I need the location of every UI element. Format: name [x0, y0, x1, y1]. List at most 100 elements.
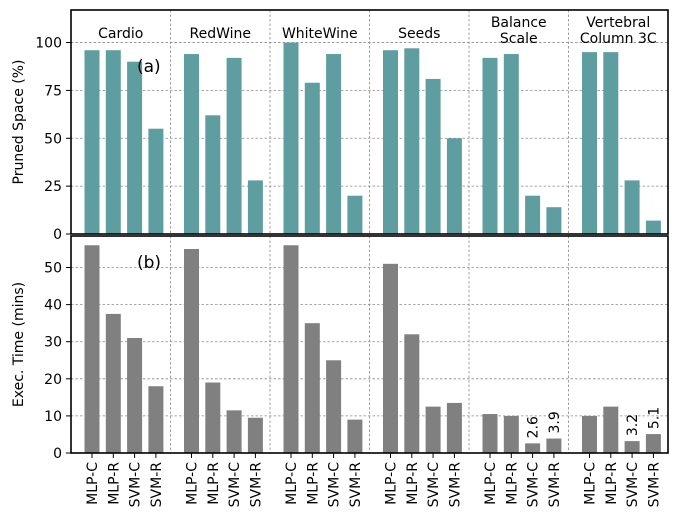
- group-label: Cardio: [98, 26, 143, 42]
- group-label: Column 3C: [580, 31, 657, 47]
- bar: [127, 61, 143, 234]
- bar: [425, 78, 441, 234]
- bar: [304, 82, 320, 234]
- bar: [347, 419, 363, 453]
- bar: [603, 52, 619, 234]
- bar: [205, 382, 221, 453]
- bar: [326, 54, 342, 235]
- bar: [503, 54, 519, 235]
- x-tick-label: SVM-R: [348, 462, 364, 508]
- x-tick-label: SVM-R: [149, 462, 165, 508]
- bar: [148, 386, 164, 453]
- y-tick-label: 0: [53, 227, 62, 243]
- x-tick-label: MLP-R: [504, 462, 520, 505]
- y-tick-label: 30: [44, 335, 62, 351]
- bar: [148, 128, 164, 234]
- y-tick-label: 10: [44, 409, 62, 425]
- bar: [226, 57, 242, 234]
- group-label: Scale: [500, 31, 538, 47]
- y-tick-label: 50: [44, 261, 62, 277]
- bar: [603, 406, 619, 453]
- y-axis-label: Exec. Time (mins): [11, 282, 27, 407]
- bar: [503, 415, 519, 453]
- plot-frame: [70, 9, 669, 235]
- group-label: Vertebral: [586, 15, 650, 31]
- y-tick-label: 75: [44, 83, 62, 99]
- group-label: Balance: [491, 15, 547, 31]
- bar: [283, 245, 299, 453]
- panel-a-pruned-space-chart: 0 25 50 75 100 Cardio RedWine WhiteWine Seeds Bal…: [11, 9, 669, 243]
- bar: [404, 48, 420, 234]
- bar: [347, 195, 363, 234]
- bar: [205, 115, 221, 234]
- bar: [184, 54, 199, 235]
- bar: [645, 434, 661, 453]
- group-label: Seeds: [398, 26, 440, 42]
- bar: [546, 207, 562, 234]
- x-tick-label: MLP-R: [405, 462, 421, 505]
- x-tick-label: SVM-C: [526, 462, 542, 508]
- bar-value-label: 5.1: [646, 407, 662, 429]
- bar: [84, 50, 100, 235]
- x-tick-label: SVM-R: [646, 462, 662, 508]
- bar: [582, 52, 597, 234]
- x-tick-label: MLP-C: [85, 462, 101, 505]
- group-label: WhiteWine: [282, 26, 358, 42]
- x-tick-label: MLP-C: [284, 462, 300, 505]
- bar: [326, 360, 342, 453]
- x-tick-label: MLP-R: [604, 462, 620, 505]
- bar: [446, 402, 462, 453]
- bar: [582, 415, 597, 453]
- x-tick-label: MLP-C: [583, 462, 599, 505]
- x-tick-label: MLP-C: [185, 462, 201, 505]
- y-tick-label: 20: [44, 372, 62, 388]
- x-tick-label: SVM-R: [248, 462, 264, 508]
- bar: [383, 263, 398, 453]
- bar: [525, 195, 541, 234]
- x-tick-label: SVM-C: [625, 462, 641, 508]
- bar: [84, 245, 100, 453]
- x-tick-label: SVM-C: [227, 462, 243, 508]
- x-tick-label: MLP-R: [305, 462, 321, 505]
- y-tick-label: 100: [35, 36, 62, 52]
- x-tick-label: MLP-C: [483, 462, 499, 505]
- y-tick-label: 0: [53, 446, 62, 462]
- bar: [127, 338, 143, 453]
- bar: [184, 248, 199, 453]
- bar: [482, 414, 498, 453]
- x-tick-label: SVM-C: [128, 462, 144, 508]
- bar: [446, 138, 462, 234]
- x-tick-label: MLP-C: [384, 462, 400, 505]
- panel-b-exec-time-chart: 0 10 20 30 40 50 2.6 3.9 3.2 5.1 (b) Exec. Time (mi…: [11, 235, 669, 462]
- x-tick-label: SVM-C: [426, 462, 442, 508]
- bar: [482, 57, 498, 234]
- y-tick-label: 25: [44, 179, 62, 195]
- bar-value-label: 3.2: [625, 414, 641, 436]
- plot-frame: [70, 235, 669, 454]
- x-tick-label: MLP-R: [206, 462, 222, 505]
- bar: [247, 180, 263, 234]
- x-tick-label: SVM-C: [327, 462, 343, 508]
- group-label: RedWine: [189, 26, 251, 42]
- bar: [283, 42, 299, 234]
- bar-value-label: 2.6: [526, 416, 542, 438]
- y-tick-label: 50: [44, 131, 62, 147]
- bar: [226, 410, 242, 453]
- y-tick-label: 40: [44, 298, 62, 314]
- bar: [624, 180, 640, 234]
- panel-label: (b): [137, 253, 161, 273]
- bar: [383, 50, 398, 235]
- bar: [105, 313, 121, 453]
- bar: [525, 443, 541, 453]
- x-tick-label: MLP-R: [106, 462, 122, 505]
- x-axis-category-labels: MLP-C MLP-R SVM-C SVM-R MLP-C MLP-R SVM-C SVM-R…: [85, 453, 662, 507]
- bar: [546, 438, 562, 453]
- bar: [304, 323, 320, 453]
- bar-value-label: 3.9: [547, 411, 563, 433]
- bar: [645, 220, 661, 234]
- bar: [425, 406, 441, 453]
- bar: [247, 417, 263, 453]
- x-tick-label: SVM-R: [447, 462, 463, 508]
- panel-label: (a): [137, 57, 161, 77]
